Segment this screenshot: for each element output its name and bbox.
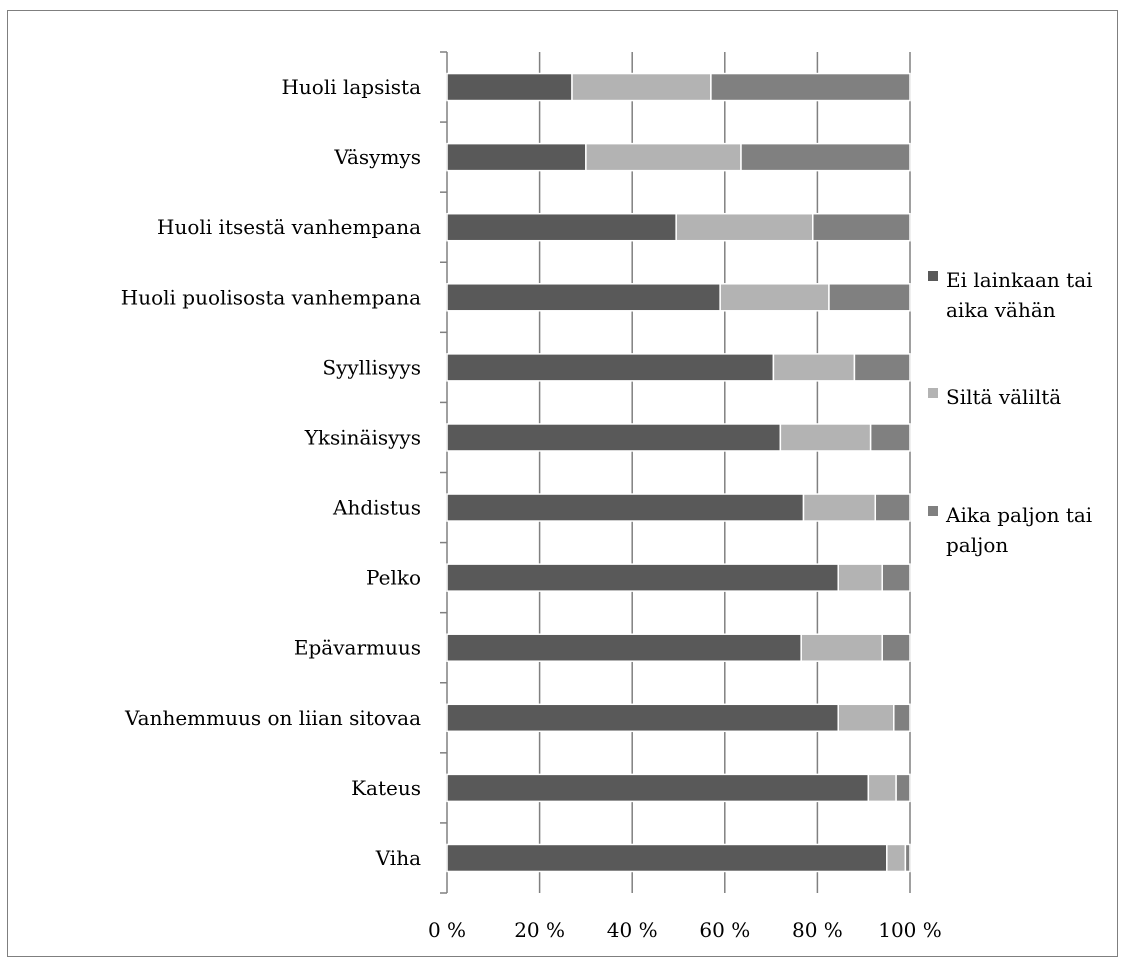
bar-segment [571,72,712,102]
bar-segment [446,843,888,873]
bar-segment [446,493,805,522]
category-label: Viha [375,846,421,870]
bar-segment [446,283,721,312]
bar-segment [446,72,573,102]
x-tick-label: 20 % [514,918,565,942]
bar-segment [710,72,911,102]
legend-label: Aika paljon tai [945,503,1092,527]
vertical-gridlines [538,52,911,893]
category-label: Epävarmuus [294,636,421,660]
legend-label: paljon [946,533,1008,557]
legend-swatch [928,388,938,398]
bar-segment [585,142,742,172]
x-tick-label: 60 % [699,918,750,942]
bar-segment [837,703,895,733]
legend-swatch [928,271,938,281]
bar-segment [740,142,911,172]
bar-segment [874,493,911,522]
category-label: Huoli itsestä vanhempana [157,215,421,239]
bar-segment [446,703,839,733]
bar-segment [853,353,911,382]
category-label: Syyllisyys [322,355,421,379]
bar-segment [828,283,911,312]
bar-segment [779,423,872,452]
bar-segment [446,773,870,803]
bar-segment [886,843,907,873]
bar-segment [446,563,839,592]
bar-segment [446,142,587,172]
category-label: Huoli lapsista [281,75,421,99]
x-tick-label: 40 % [607,918,658,942]
bar-segment [837,563,883,592]
category-label: Pelko [366,566,421,590]
bar-segment [446,423,782,452]
x-tick-label: 80 % [792,918,843,942]
bar-segment [895,773,911,803]
legend: Ei lainkaan tai aika vähän Siltä väliltä Ai… [928,268,1093,557]
x-tick-label: 100 % [878,918,942,942]
category-label: Ahdistus [332,496,421,520]
bar-segment [675,212,814,242]
x-tick-label: 0 % [428,918,466,942]
bar-segments [446,72,911,873]
bar-segment [881,633,911,662]
category-label: Väsymys [333,145,421,169]
bar-segment [446,633,802,662]
bar-segment [800,633,883,662]
bar-segment [869,423,911,452]
bar-segment [802,493,877,522]
bar-segment [812,212,911,242]
bar-segment [446,212,677,242]
category-label: Yksinäisyys [304,425,421,449]
legend-label: Ei lainkaan tai [946,268,1093,292]
x-tick-labels: 0 % 20 % 40 % 60 % 80 % 100 % [428,918,942,942]
category-label: Huoli puolisosta vanhempana [121,285,421,309]
legend-swatch [928,506,938,516]
bar-segment [719,283,830,312]
y-axis [440,51,448,894]
bar-segment [867,773,897,803]
legend-label: Siltä väliltä [946,385,1061,409]
bar-segment [904,843,911,873]
legend-label: aika vähän [946,298,1056,322]
category-label: Kateus [351,776,421,800]
bar-segment [772,353,856,382]
bar-segment [893,703,911,733]
category-labels: Huoli lapsista Väsymys Huoli itsestä vanhe… [121,75,421,870]
bar-segment [446,353,775,382]
category-label: Vanhemmuus on liian sitovaa [124,706,421,730]
bar-segment [881,563,911,592]
